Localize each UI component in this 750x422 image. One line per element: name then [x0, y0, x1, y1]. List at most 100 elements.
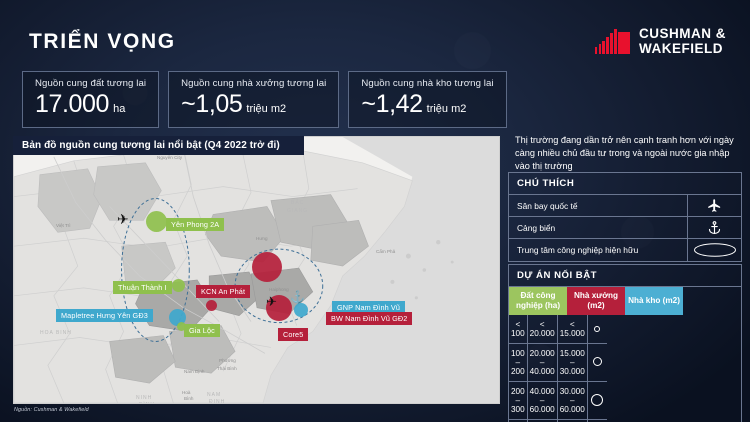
map-pin-label[interactable]: KCN An Phát: [196, 285, 251, 298]
anchor-icon: ⚓: [290, 290, 305, 304]
stat-label: Nguồn cung đất tương lai: [35, 78, 147, 89]
stat-value-row: ~1,42 triệu m2: [361, 90, 493, 119]
stat-value: ~1,05: [181, 90, 243, 118]
cell-warehouse: 30.000 – 60.000: [557, 381, 588, 420]
table-row: < 100 < 20.000 < 15.000: [509, 315, 607, 344]
map-geo-label: Cẩm Phả: [376, 249, 396, 254]
map-pin-label[interactable]: BW Nam Đình Vũ GĐ2: [326, 312, 413, 325]
cell-factory: 40.000 – 60.000: [527, 381, 558, 420]
cell-factory: > 60.000: [527, 419, 558, 422]
airplane-icon: [687, 195, 741, 216]
logo-line-1: CUSHMAN &: [639, 26, 726, 41]
map-geo-label: Hưng: [256, 236, 268, 241]
map-bubble[interactable]: [206, 300, 217, 311]
map-geo-label: GIANG: [287, 208, 309, 214]
cell-warehouse: 15.000 – 30.000: [557, 343, 588, 382]
legend-label: Trung tâm công nghiệp hiện hữu: [517, 245, 639, 255]
map-pin-label[interactable]: GNP Nam Đình Vũ: [332, 301, 406, 314]
cell-bubble-size: [587, 315, 607, 344]
table-row: 200 – 300 40.000 – 60.000 30.000 – 60.000: [509, 381, 607, 420]
stat-boxes: Nguồn cung đất tương lai 17.000 ha Nguồn …: [22, 71, 507, 128]
airplane-icon: ✈: [266, 294, 277, 309]
map-pin-label[interactable]: Yên Phong 2A: [166, 218, 225, 231]
map-pin-label[interactable]: Thuận Thành I: [113, 281, 172, 294]
cell-bubble-size: [587, 343, 607, 382]
stat-card-land: Nguồn cung đất tương lai 17.000 ha: [22, 71, 160, 128]
intro-paragraph: Thị trường đang dần trở nên cạnh tranh h…: [515, 135, 734, 172]
bubble-size-indicator: [594, 325, 601, 332]
projects-title: DỰ ÁN NỔI BẬT: [509, 265, 741, 287]
cell-bubble-size: [587, 381, 607, 420]
table-body: < 100 < 20.000 < 15.000 100 – 200 20.000 – 4…: [509, 315, 607, 422]
map-geo-label: NAM: [207, 392, 222, 398]
stat-unit: ha: [113, 103, 126, 115]
legend-label: Cảng biển: [517, 222, 556, 233]
stat-card-factory: Nguồn cung nhà xưởng tương lai ~1,05 triệ…: [168, 71, 340, 128]
anchor-icon: [687, 217, 741, 238]
legend-row-seaport: Cảng biển: [509, 217, 741, 239]
map-bubble[interactable]: [294, 303, 308, 317]
projects-panel: DỰ ÁN NỔI BẬT Đất công nghiệp (ha) Nhà x…: [508, 264, 742, 422]
projects-table: Đất công nghiệp (ha) Nhà xưởng (m2) Nhà …: [509, 287, 741, 422]
bubble-size-indicator: [591, 393, 604, 406]
map-geo-label: BẮC: [291, 200, 305, 206]
table-header-row: Đất công nghiệp (ha) Nhà xưởng (m2) Nhà …: [509, 287, 741, 315]
map-geo-label: Việt Trì: [56, 223, 71, 228]
cell-land: > 300: [509, 419, 528, 422]
legend-row-industrial-centre: Trung tâm công nghiệp hiện hữu: [509, 239, 741, 261]
cell-factory: 20.000 – 40.000: [527, 343, 558, 382]
map-bubble[interactable]: [172, 279, 185, 292]
map-title: Bản đồ nguồn cung tương lai nổi bật (Q4 …: [13, 136, 304, 155]
stat-value: 17.000: [35, 90, 110, 118]
map-geo-label: Phương: [219, 358, 236, 363]
logo-building-icon: [594, 28, 630, 55]
ellipse-outline-icon: [687, 239, 741, 261]
table-row: > 300> 60.000> 60.000: [509, 419, 607, 422]
source-note: Nguồn: Cushman & Wakefield: [14, 407, 89, 413]
map-pin-label[interactable]: Core5: [278, 328, 309, 341]
map-bubble[interactable]: [177, 322, 186, 331]
map-geo-label: NINH: [136, 395, 153, 401]
page-title: TRIỂN VỌNG: [29, 30, 176, 53]
legend-label: Sân bay quốc tế: [517, 200, 578, 211]
map-geo-label: ĐỊNH: [209, 399, 226, 404]
cushman-wakefield-logo: CUSHMAN & WAKEFIELD: [594, 26, 726, 57]
map-bubble[interactable]: [266, 295, 292, 321]
stat-value: ~1,42: [361, 90, 423, 118]
map-geo-label: BÌNH: [139, 402, 155, 403]
logo-text: CUSHMAN & WAKEFIELD: [639, 26, 726, 57]
legend-row-airport: Sân bay quốc tế: [509, 195, 741, 217]
column-header-warehouse: Nhà kho (m2): [625, 287, 683, 315]
map-geo-label: Nguyên City: [157, 155, 183, 160]
cell-warehouse: < 15.000: [557, 315, 588, 344]
cell-bubble-size: [587, 419, 607, 422]
legend-panel: CHÚ THÍCH Sân bay quốc tế Cảng biển Trun…: [508, 172, 742, 262]
column-header-land: Đất công nghiệp (ha): [509, 287, 567, 315]
column-header-factory: Nhà xưởng (m2): [567, 287, 625, 315]
bubble-size-indicator: [592, 357, 602, 366]
table-row: 100 – 200 20.000 – 40.000 15.000 – 30.000: [509, 343, 607, 382]
map-pin-label[interactable]: Gia Lộc: [184, 324, 220, 337]
stat-value-row: ~1,05 triệu m2: [181, 90, 326, 119]
column-header-bubble: [683, 287, 741, 315]
logo-line-2: WAKEFIELD: [639, 41, 723, 57]
map-bubble[interactable]: [146, 211, 167, 232]
stat-label: Nguồn cung nhà xưởng tương lai: [181, 78, 327, 89]
cell-factory: < 20.000: [527, 315, 558, 344]
map-bubble[interactable]: [252, 252, 282, 282]
cell-land: 100 – 200: [509, 343, 528, 382]
map-bubble[interactable]: [169, 309, 186, 326]
stat-value-row: 17.000 ha: [35, 90, 146, 119]
cell-land: < 100: [509, 315, 528, 344]
legend-title: CHÚ THÍCH: [509, 173, 741, 195]
stat-unit: triệu m2: [246, 103, 287, 115]
stat-card-warehouse: Nguồn cung nhà kho tương lai ~1,42 triệu …: [348, 71, 507, 128]
map-geo-label: Hoà: [182, 390, 191, 395]
cell-warehouse: > 60.000: [557, 419, 588, 422]
map-geo-label: HOA BINH: [40, 330, 72, 336]
map-geo-label: Thái Bình: [217, 366, 237, 371]
map-geo-label: Nam Định: [184, 369, 205, 374]
map-pin-label[interactable]: Mapletree Hưng Yên GĐ3: [56, 309, 153, 322]
stat-label: Nguồn cung nhà kho tương lai: [361, 78, 494, 89]
